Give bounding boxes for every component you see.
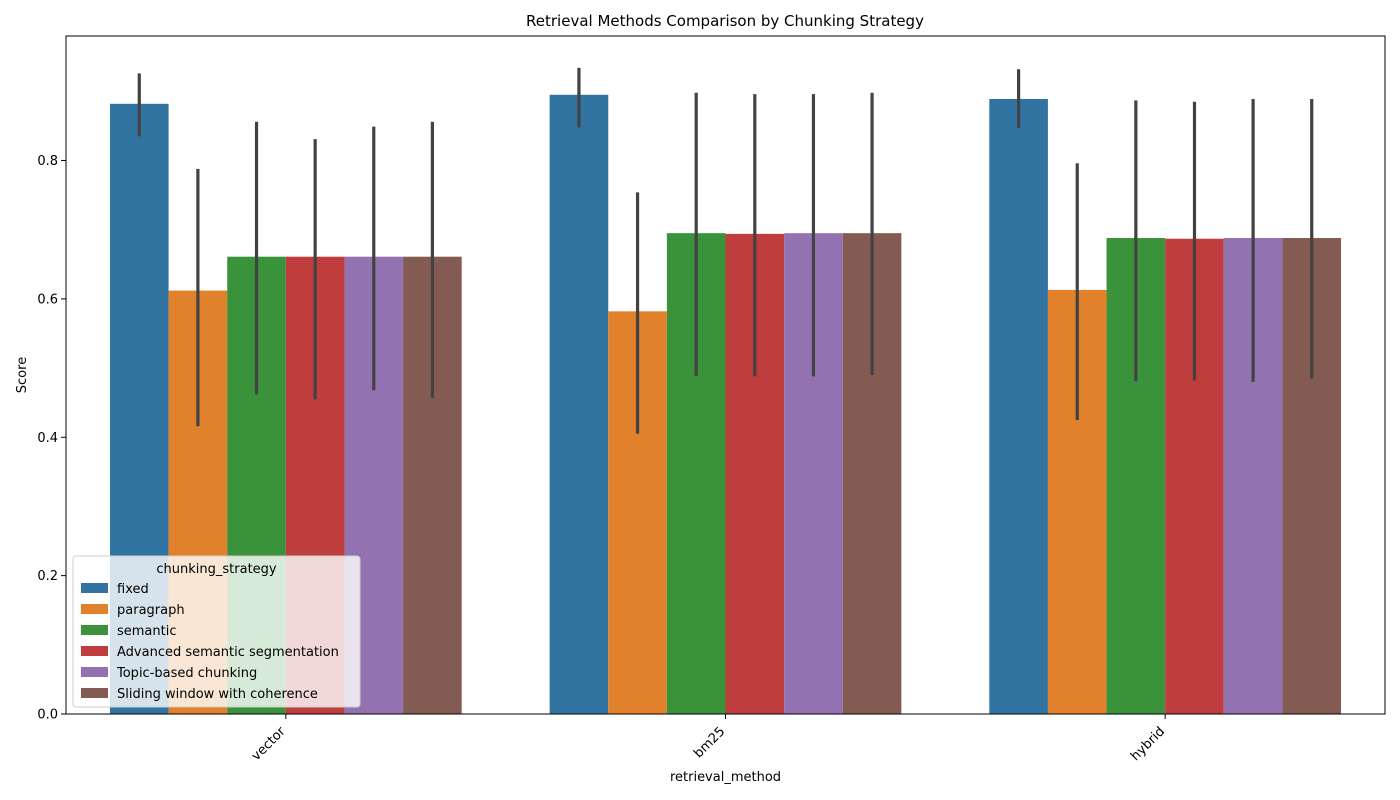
legend-entry: Advanced semantic segmentation [117, 645, 339, 660]
chart-title: Retrieval Methods Comparison by Chunking… [526, 12, 924, 30]
legend-entry: Topic-based chunking [116, 666, 257, 681]
y-tick-label: 0.4 [37, 431, 58, 446]
bars [109, 94, 1342, 715]
legend-swatch [81, 646, 108, 656]
legend-swatch [81, 688, 108, 698]
legend-entry: semantic [117, 624, 177, 639]
legend-swatch [81, 583, 108, 593]
y-tick-label: 0.0 [37, 708, 58, 723]
legend-entry: fixed [117, 582, 149, 597]
y-tick-label: 0.6 [37, 292, 58, 307]
legend-title: chunking_strategy [156, 562, 277, 577]
legend-entry: Sliding window with coherence [117, 687, 318, 702]
error-bars [137, 67, 1314, 434]
x-tick-label: bm25 [691, 724, 728, 761]
legend-swatch [81, 604, 108, 614]
legend-swatch [81, 625, 108, 635]
y-tick-label: 0.2 [37, 569, 58, 584]
legend-box [72, 555, 361, 708]
x-axis: vector bm25 hybrid [249, 714, 1168, 764]
y-axis-label: Score [15, 357, 30, 393]
bar-fixed-hybrid [989, 98, 1048, 714]
bar-fixed-bm25 [549, 94, 609, 714]
x-axis-label: retrieval_method [670, 770, 781, 785]
y-tick-label: 0.8 [37, 154, 58, 169]
y-axis: 0.0 0.2 0.4 0.6 0.8 [37, 154, 66, 723]
legend-entry: paragraph [117, 603, 185, 618]
x-tick-label: hybrid [1128, 724, 1168, 764]
legend-swatch [81, 667, 108, 677]
x-tick-label: vector [249, 724, 289, 764]
